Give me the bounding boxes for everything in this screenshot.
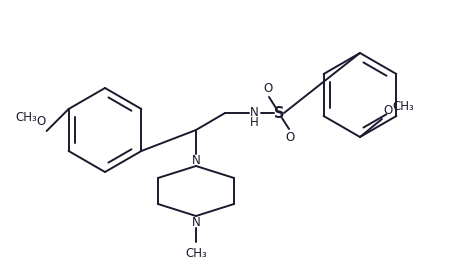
Text: O: O [36, 115, 46, 128]
Text: O: O [263, 82, 273, 95]
Text: CH₃: CH₃ [185, 247, 207, 260]
Text: O: O [285, 131, 295, 144]
Text: N: N [250, 107, 259, 120]
Text: N: N [192, 215, 200, 228]
Text: O: O [383, 104, 392, 117]
Text: CH₃: CH₃ [15, 111, 36, 124]
Text: S: S [274, 105, 284, 121]
Text: N: N [192, 153, 200, 166]
Text: H: H [250, 115, 259, 128]
Text: CH₃: CH₃ [392, 100, 414, 113]
